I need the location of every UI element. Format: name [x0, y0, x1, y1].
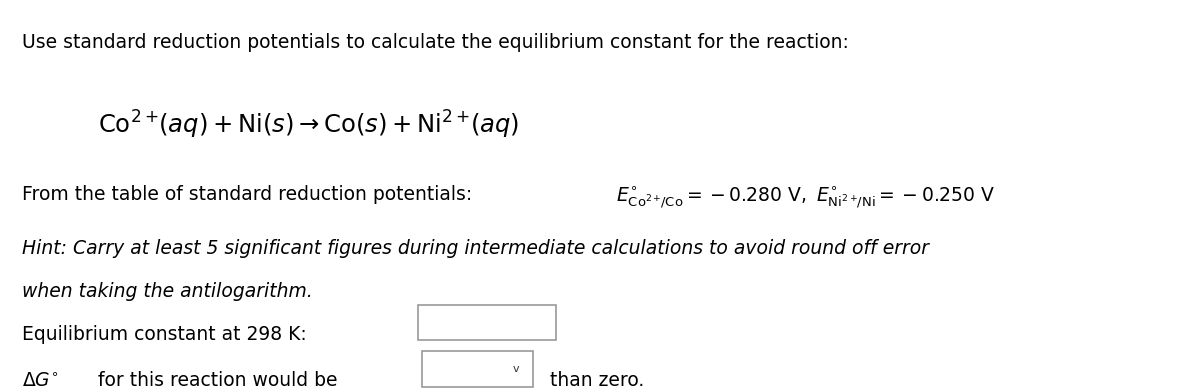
- Text: From the table of standard reduction potentials:: From the table of standard reduction pot…: [22, 185, 491, 204]
- Text: Equilibrium constant at 298 K:: Equilibrium constant at 298 K:: [22, 325, 306, 344]
- FancyBboxPatch shape: [422, 351, 533, 387]
- Text: $E^{\circ}_{\mathrm{Co^{2+}\!/Co}} = -0.280\ \mathrm{V},\ E^{\circ}_{\mathrm{Ni^: $E^{\circ}_{\mathrm{Co^{2+}\!/Co}} = -0.…: [616, 185, 995, 211]
- Text: when taking the antilogarithm.: when taking the antilogarithm.: [22, 282, 312, 301]
- Text: for this reaction would be: for this reaction would be: [98, 371, 338, 389]
- Text: than zero.: than zero.: [550, 371, 644, 389]
- Text: $\Delta G^{\circ}$: $\Delta G^{\circ}$: [22, 371, 59, 389]
- Text: $\mathrm{Co}^{2+}\!\mathit{(aq)} + \mathrm{Ni}\mathit{(s)} \rightarrow \mathrm{C: $\mathrm{Co}^{2+}\!\mathit{(aq)} + \math…: [98, 109, 520, 141]
- Text: Hint: Carry at least 5 significant figures during intermediate calculations to a: Hint: Carry at least 5 significant figur…: [22, 239, 929, 258]
- Text: Use standard reduction potentials to calculate the equilibrium constant for the : Use standard reduction potentials to cal…: [22, 33, 848, 52]
- FancyBboxPatch shape: [418, 305, 556, 340]
- Text: v: v: [512, 364, 520, 374]
